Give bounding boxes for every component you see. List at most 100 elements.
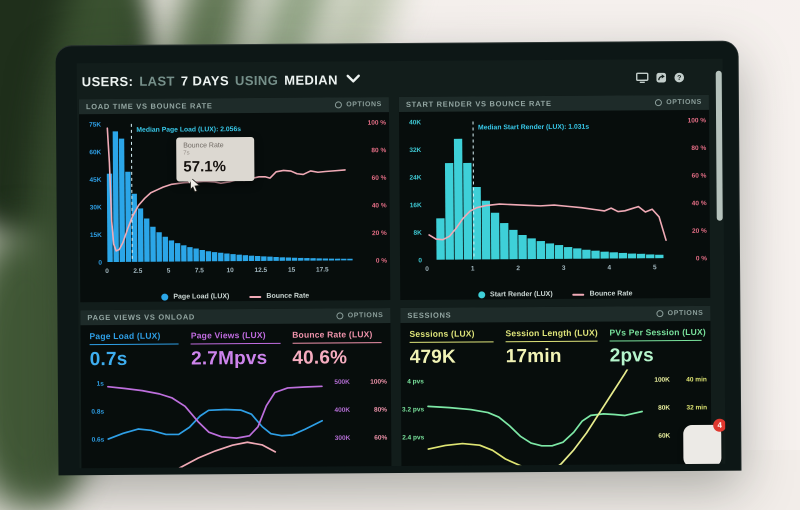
svg-text:32K: 32K xyxy=(409,147,421,154)
range-word-last: LAST xyxy=(139,73,175,88)
svg-text:60K: 60K xyxy=(89,149,101,156)
svg-text:2.4 pvs: 2.4 pvs xyxy=(402,434,424,441)
svg-text:80 %: 80 % xyxy=(691,145,706,152)
legend-item-bars: Page Load (LUX) xyxy=(161,293,229,300)
tooltip-title: Bounce Rate xyxy=(183,142,247,149)
monitor-bezel: USERS: LAST 7 DAYS USING MEDIAN ? xyxy=(56,41,742,476)
svg-text:24K: 24K xyxy=(409,175,421,182)
svg-text:2: 2 xyxy=(516,265,520,272)
svg-text:60 %: 60 % xyxy=(692,173,707,180)
metric-row: Sessions (LUX) 479K Session Length (LUX)… xyxy=(400,321,710,371)
hover-tooltip: Bounce Rate 7s 57.1% xyxy=(176,137,254,182)
range-word-using: USING xyxy=(235,72,278,87)
tooltip-bucket: 7s xyxy=(183,150,247,156)
svg-text:100 %: 100 % xyxy=(688,117,707,124)
legend-dash xyxy=(573,293,585,295)
notification-count-badge: 4 xyxy=(713,419,725,432)
options-button[interactable]: OPTIONS xyxy=(657,310,704,317)
svg-text:40K: 40K xyxy=(409,119,421,126)
options-button[interactable]: OPTIONS xyxy=(655,99,702,106)
metric-pvs-per-session: PVs Per Session (LUX) 2pvs xyxy=(609,327,701,368)
mouse-cursor-icon xyxy=(189,177,201,198)
svg-text:12.5: 12.5 xyxy=(254,267,267,274)
range-value-days: 7 DAYS xyxy=(181,73,229,88)
svg-text:0.6s: 0.6s xyxy=(92,437,105,444)
svg-text:400K: 400K xyxy=(334,407,350,414)
svg-text:75K: 75K xyxy=(89,122,101,129)
metric-page-load: Page Load (LUX) 0.7s xyxy=(90,331,180,372)
metric-sessions: Sessions (LUX) 479K xyxy=(409,328,493,369)
svg-text:100 %: 100 % xyxy=(368,120,387,127)
svg-text:4 pvs: 4 pvs xyxy=(407,378,424,385)
svg-text:0.8s: 0.8s xyxy=(91,409,104,416)
svg-text:20 %: 20 % xyxy=(372,230,387,237)
notification-app-icon[interactable]: 4 xyxy=(683,425,721,467)
svg-text:15K: 15K xyxy=(90,232,102,239)
legend-item-line: Bounce Rate xyxy=(249,293,309,300)
svg-text:8K: 8K xyxy=(413,230,422,237)
chart-legend: Page Load (LUX) Bounce Rate xyxy=(80,287,390,306)
legend-dot xyxy=(478,291,485,298)
dashboard-topbar: USERS: LAST 7 DAYS USING MEDIAN ? xyxy=(82,64,711,94)
svg-text:0 %: 0 % xyxy=(376,258,387,265)
svg-text:60%: 60% xyxy=(374,435,387,442)
svg-text:15: 15 xyxy=(288,267,296,274)
panel-sessions: SESSIONS OPTIONS Sessions (LUX) 479K Ses… xyxy=(400,306,711,468)
svg-text:100K: 100K xyxy=(654,377,670,384)
users-label: USERS: xyxy=(82,73,134,88)
svg-text:40 %: 40 % xyxy=(692,200,707,207)
svg-text:16K: 16K xyxy=(410,202,422,209)
svg-text:0: 0 xyxy=(425,266,429,273)
page-scrollbar[interactable] xyxy=(716,71,723,221)
panel-title: LOAD TIME VS BOUNCE RATE xyxy=(86,101,213,111)
chart-legend: Start Render (LUX) Bounce Rate xyxy=(400,285,710,304)
svg-text:10: 10 xyxy=(226,267,234,274)
chevron-down-icon[interactable] xyxy=(346,70,361,88)
dashboard-screen: USERS: LAST 7 DAYS USING MEDIAN ? xyxy=(77,59,726,469)
svg-text:5: 5 xyxy=(653,264,657,271)
gear-icon xyxy=(657,310,664,317)
metric-row: Page Load (LUX) 0.7s Page Views (LUX) 2.… xyxy=(80,323,390,373)
share-icon[interactable] xyxy=(656,72,667,83)
topbar-icon-group: ? xyxy=(636,71,685,82)
svg-text:5: 5 xyxy=(167,268,171,275)
svg-text:20 %: 20 % xyxy=(692,228,707,235)
panel-title: START RENDER VS BOUNCE RATE xyxy=(406,99,552,109)
gear-icon xyxy=(337,312,344,319)
svg-text:3.2 pvs: 3.2 pvs xyxy=(402,406,424,413)
svg-text:Median Start Render (LUX): 1.0: Median Start Render (LUX): 1.031s xyxy=(478,124,589,132)
metric-bounce-rate: Bounce Rate (LUX) 40.6% xyxy=(292,329,382,370)
gear-icon xyxy=(335,101,342,108)
svg-text:80 %: 80 % xyxy=(371,147,386,154)
tooltip-value: 57.1% xyxy=(183,158,247,175)
svg-text:0: 0 xyxy=(418,257,422,264)
svg-text:0: 0 xyxy=(105,268,109,275)
legend-dot xyxy=(161,294,168,301)
svg-text:60K: 60K xyxy=(658,433,670,440)
panel-page-views-vs-onload: PAGE VIEWS VS ONLOAD OPTIONS Page Load (… xyxy=(80,308,391,468)
svg-text:17.5: 17.5 xyxy=(316,266,329,273)
svg-text:4: 4 xyxy=(607,265,611,272)
range-value-median: MEDIAN xyxy=(284,72,338,87)
svg-text:80%: 80% xyxy=(374,407,387,414)
gear-icon xyxy=(655,99,662,106)
display-icon[interactable] xyxy=(636,72,649,83)
svg-text:7.5: 7.5 xyxy=(195,267,204,274)
svg-text:?: ? xyxy=(677,75,681,82)
panel-title: PAGE VIEWS VS ONLOAD xyxy=(87,312,195,322)
help-icon[interactable]: ? xyxy=(674,71,685,82)
options-button[interactable]: OPTIONS xyxy=(337,312,384,319)
svg-text:3: 3 xyxy=(562,265,566,272)
svg-text:32 min: 32 min xyxy=(686,404,707,411)
options-button[interactable]: OPTIONS xyxy=(335,101,382,108)
start-render-histogram-chart[interactable]: 40K 32K 24K 16K 8K 0 100 % 80 % 60 % 40 % 20 % 0 % 0… xyxy=(400,110,709,282)
svg-text:0 %: 0 % xyxy=(696,255,707,262)
svg-text:30K: 30K xyxy=(90,204,102,211)
svg-text:1: 1 xyxy=(471,265,475,272)
svg-text:Median Page Load (LUX): 2.056s: Median Page Load (LUX): 2.056s xyxy=(136,126,241,134)
